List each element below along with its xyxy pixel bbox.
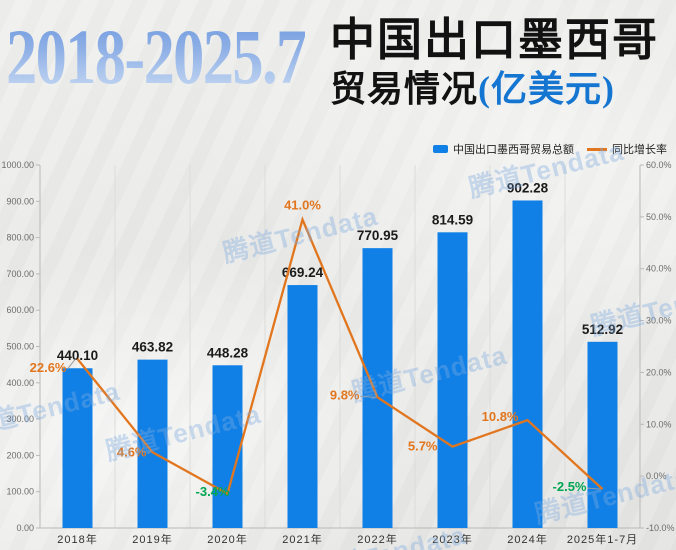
rate-label-connector (587, 487, 601, 490)
y-axis-right-label: 10.0% (646, 419, 672, 429)
y-axis-right-label: -10.0% (646, 523, 675, 533)
legend-item-line: 同比增长率 (587, 141, 667, 157)
bar (212, 365, 243, 528)
y-axis-right-label: 40.0% (646, 264, 672, 274)
bar (62, 368, 93, 528)
x-axis-label: 2020年 (207, 532, 247, 546)
bar-value-label: 512.92 (582, 322, 623, 337)
x-axis-label: 2018年 (57, 532, 97, 546)
bar (437, 232, 468, 528)
y-axis-right-label: 50.0% (646, 212, 672, 222)
rate-label-connector (67, 358, 76, 370)
x-axis-label: 2022年 (357, 532, 397, 546)
y-axis-left-label: 800.00 (6, 233, 34, 243)
x-axis-label: 2019年 (132, 532, 172, 546)
growth-rate-label: -2.5% (553, 479, 587, 494)
title-year-range: 2018-2025.7 (6, 13, 307, 100)
growth-line (76, 216, 604, 496)
y-axis-right-label: 60.0% (646, 160, 672, 170)
bar-value-label: 448.28 (207, 345, 249, 360)
title-block: 中国出口墨西哥 贸易情况(亿美元) (330, 15, 676, 108)
bar-swatch-icon (433, 145, 448, 153)
x-axis-label: 2024年 (507, 532, 547, 546)
bar (512, 200, 543, 529)
y-axis-left-label: 500.00 (6, 342, 34, 352)
y-axis-left-label: 700.00 (6, 269, 34, 279)
bar (362, 248, 393, 529)
growth-rate-label: 9.8% (330, 387, 360, 402)
growth-rate-label: 4.6% (117, 444, 147, 459)
growth-rate-label: 10.8% (482, 409, 519, 424)
bar (287, 285, 318, 528)
bar (587, 341, 618, 528)
title-unit-label: (亿美元) (478, 69, 615, 109)
growth-rate-label: 5.7% (408, 439, 438, 454)
bar-value-label: 902.28 (507, 180, 549, 195)
chart-legend: 中国出口墨西哥贸易总额 同比增长率 (433, 141, 667, 157)
x-axis-label: 2021年 (282, 532, 322, 546)
x-axis-label: 2023年 (432, 532, 472, 546)
y-axis-left-label: 200.00 (6, 450, 34, 460)
bar-value-label: 770.95 (357, 228, 399, 243)
growth-rate-label: 41.0% (284, 198, 321, 213)
y-axis-left-label: 0.00 (16, 523, 34, 533)
rate-label-connector (360, 395, 376, 398)
y-axis-left-label: 100.00 (6, 487, 34, 497)
bar-value-label: 440.10 (57, 348, 98, 363)
y-axis-left-label: 900.00 (6, 196, 34, 206)
y-axis-right-label: 20.0% (646, 367, 672, 377)
y-axis-left-label: 300.00 (6, 414, 34, 424)
title-subtitle: 贸易情况(亿美元) (330, 71, 676, 107)
growth-rate-label: 22.6% (30, 360, 67, 375)
y-axis-left-label: 400.00 (6, 378, 34, 388)
legend-bar-label: 中国出口墨西哥贸易总额 (453, 144, 574, 156)
title-subtitle-black: 贸易情况 (330, 69, 479, 109)
y-axis-left-label: 600.00 (6, 305, 34, 315)
legend-item-bar: 中国出口墨西哥贸易总额 (433, 141, 574, 157)
bar-value-label: 463.82 (132, 340, 173, 355)
bar-value-label: 814.59 (432, 212, 473, 227)
y-axis-left-label: 1000.00 (1, 160, 34, 170)
title-main: 中国出口墨西哥 (330, 15, 660, 65)
y-axis-right-label: 0.0% (646, 471, 667, 481)
growth-rate-label: -3.4% (196, 484, 230, 499)
rate-label-connector (147, 451, 151, 454)
x-axis-label: 2025年1-7月 (567, 532, 638, 546)
line-swatch-icon (587, 147, 607, 151)
y-axis-right-label: 30.0% (646, 316, 672, 326)
bar (137, 359, 168, 528)
legend-line-label: 同比增长率 (612, 144, 667, 156)
bar-value-label: 669.24 (282, 265, 324, 280)
